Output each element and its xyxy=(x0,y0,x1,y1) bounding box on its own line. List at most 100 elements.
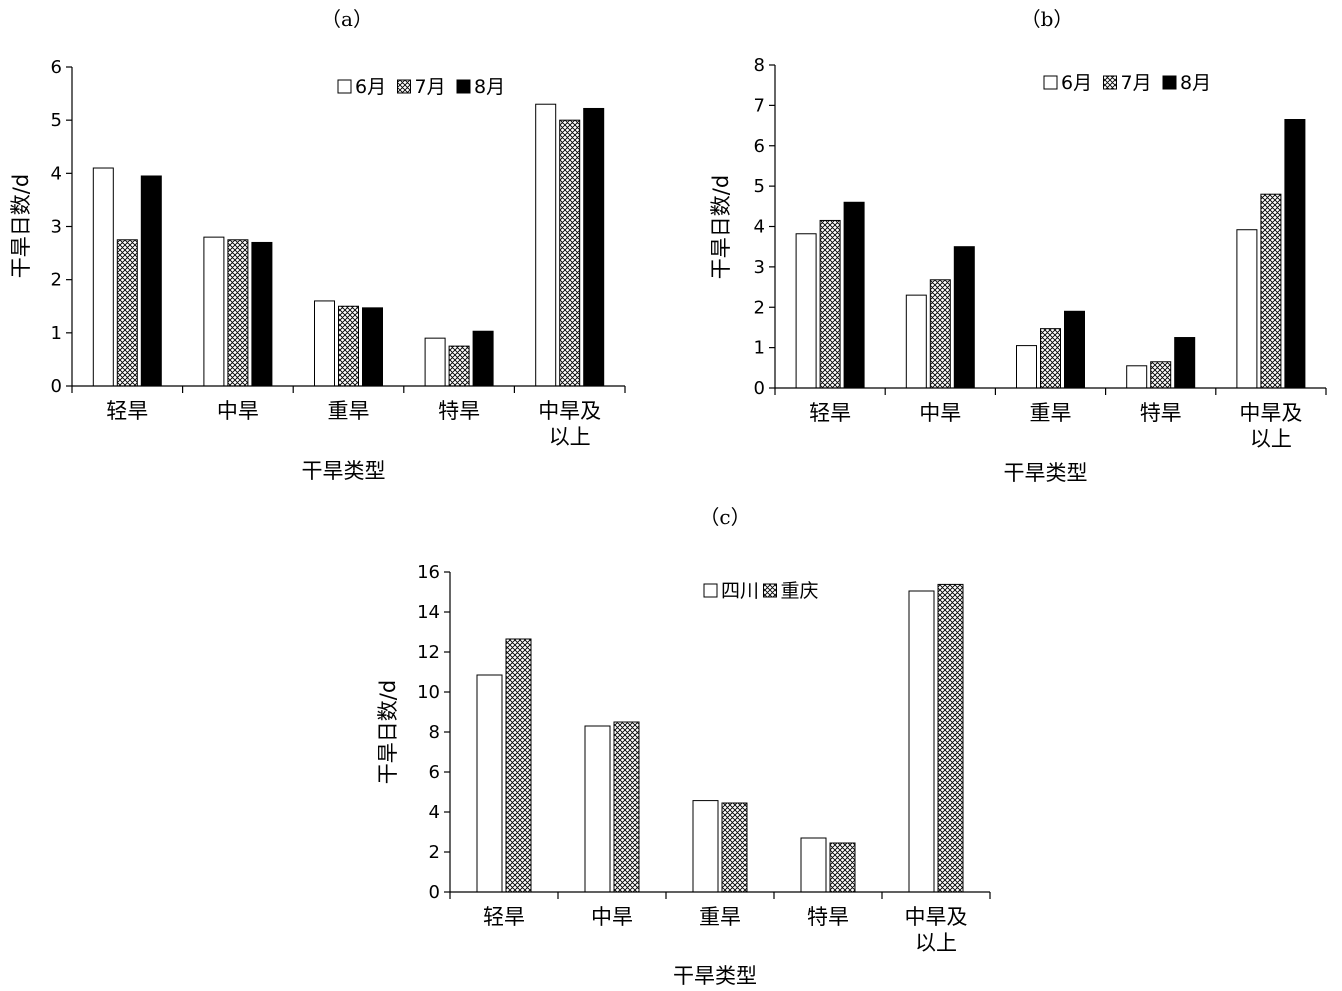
y-tick-label: 1 xyxy=(51,323,62,344)
y-tick-label: 0 xyxy=(429,882,440,903)
y-tick-label: 0 xyxy=(51,376,62,397)
y-axis-title: 干旱日数/d xyxy=(709,175,733,279)
bar-2-2 xyxy=(1064,310,1085,389)
series-1 xyxy=(819,193,1282,389)
y-axis-title: 干旱日数/d xyxy=(9,174,33,278)
y-tick-label: 5 xyxy=(51,110,62,131)
legend-label: 6月 xyxy=(1061,72,1092,94)
bar-0-2 xyxy=(140,175,162,387)
y-tick-label: 12 xyxy=(417,642,440,663)
bar-4-1 xyxy=(559,119,581,387)
legend-label: 7月 xyxy=(1121,72,1152,94)
y-tick-label: 2 xyxy=(429,842,440,863)
series-1 xyxy=(116,119,581,387)
y-tick-label: 5 xyxy=(754,176,765,197)
y-tick-label: 7 xyxy=(754,95,765,116)
category-label: 轻旱 xyxy=(483,905,525,929)
legend-label: 8月 xyxy=(1180,72,1211,94)
category-label: 中旱及以上 xyxy=(1239,401,1302,451)
y-tick-label: 8 xyxy=(429,722,440,743)
category-label: 中旱及以上 xyxy=(905,905,968,955)
y-tick-label: 14 xyxy=(417,602,440,623)
bar-0-0 xyxy=(92,167,114,387)
y-tick-label: 3 xyxy=(754,257,765,278)
bar-0-2 xyxy=(843,201,865,389)
series-0 xyxy=(795,229,1258,389)
legend-swatch xyxy=(1162,75,1177,90)
y-tick-label: 0 xyxy=(754,378,765,399)
series-1 xyxy=(505,583,964,893)
series-0 xyxy=(476,590,935,893)
bar-4-0 xyxy=(535,103,557,387)
bar-1-1 xyxy=(227,239,249,387)
bar-3-1 xyxy=(1150,361,1172,389)
bar-2-0 xyxy=(314,300,335,387)
bar-3-2 xyxy=(472,330,494,387)
panel-label: （b） xyxy=(1021,7,1074,31)
series-2 xyxy=(140,107,605,387)
bar-3-1 xyxy=(448,345,470,387)
legend-label: 重庆 xyxy=(781,580,819,602)
bar-0-1 xyxy=(505,638,532,893)
bar-2-1 xyxy=(1040,328,1061,389)
bar-0-0 xyxy=(795,233,817,389)
category-label: 轻旱 xyxy=(809,401,851,425)
legend: 6月 7月 8月 xyxy=(1043,72,1211,94)
y-tick-label: 4 xyxy=(754,217,765,238)
legend-swatch xyxy=(1103,75,1117,90)
category-label: 中旱 xyxy=(591,905,633,929)
legend-label: 6月 xyxy=(355,76,386,98)
bar-0-0 xyxy=(476,674,503,893)
y-tick-label: 4 xyxy=(429,802,440,823)
category-label: 中旱 xyxy=(919,401,961,425)
x-axis-title: 干旱类型 xyxy=(1004,461,1088,485)
category-label: 特旱 xyxy=(807,905,849,929)
bar-4-0 xyxy=(908,590,935,893)
legend-swatch xyxy=(337,79,352,94)
legend-label: 7月 xyxy=(415,76,446,98)
bar-2-0 xyxy=(692,800,719,893)
legend-swatch xyxy=(1043,75,1058,90)
bar-3-2 xyxy=(1174,337,1196,389)
bar-1-1 xyxy=(613,721,640,893)
series-2 xyxy=(843,119,1306,389)
bar-2-0 xyxy=(1016,345,1037,389)
x-axis-title: 干旱类型 xyxy=(673,964,757,988)
x-axis-title: 干旱类型 xyxy=(302,459,386,483)
panel-label: （a） xyxy=(321,7,373,31)
category-label: 中旱 xyxy=(217,399,259,423)
y-tick-label: 1 xyxy=(754,338,765,359)
bar-4-1 xyxy=(937,583,964,893)
bar-2-1 xyxy=(721,802,748,893)
category-label: 重旱 xyxy=(699,905,741,929)
y-tick-label: 6 xyxy=(429,762,440,783)
y-tick-label: 3 xyxy=(51,217,62,238)
series-0 xyxy=(92,103,557,387)
category-label: 轻旱 xyxy=(106,399,148,423)
legend-swatch xyxy=(397,79,411,94)
bar-1-1 xyxy=(929,279,951,389)
y-tick-label: 2 xyxy=(51,270,62,291)
bar-4-0 xyxy=(1236,229,1258,389)
y-tick-label: 10 xyxy=(417,682,440,703)
bar-1-0 xyxy=(203,236,225,387)
y-tick-label: 16 xyxy=(417,562,440,583)
category-label: 重旱 xyxy=(1030,401,1072,425)
bar-1-2 xyxy=(953,246,975,389)
legend-label: 四川 xyxy=(721,580,759,602)
bar-3-0 xyxy=(800,837,827,893)
bar-0-1 xyxy=(819,219,841,389)
y-tick-label: 6 xyxy=(51,57,62,78)
bar-1-0 xyxy=(905,294,927,389)
bar-1-2 xyxy=(251,241,273,387)
bar-3-0 xyxy=(424,337,446,387)
legend-swatch xyxy=(456,79,471,94)
y-tick-label: 6 xyxy=(754,136,765,157)
bar-1-0 xyxy=(584,725,611,893)
bar-4-2 xyxy=(583,107,605,387)
category-label: 重旱 xyxy=(328,399,370,423)
